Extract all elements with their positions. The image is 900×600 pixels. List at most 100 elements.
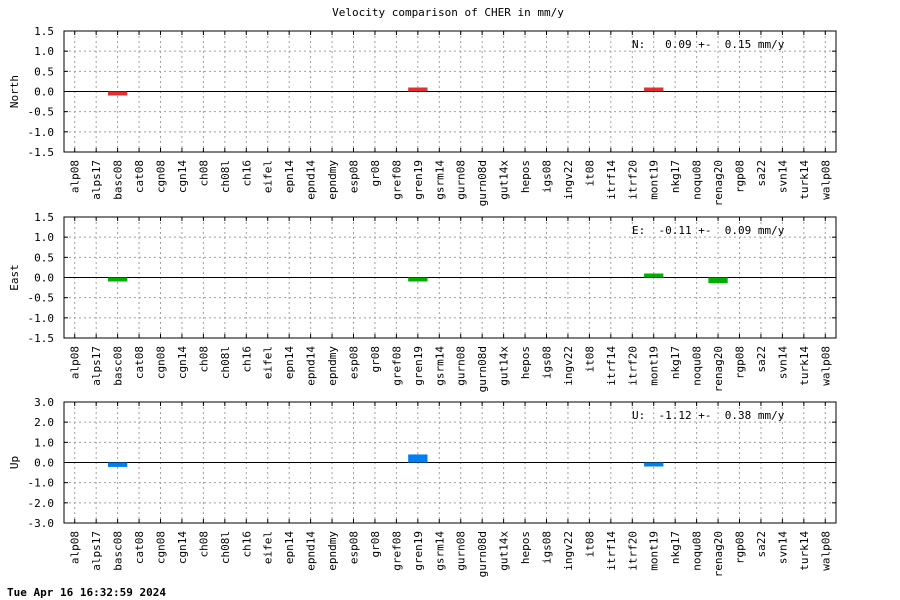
category-label: gren19 <box>412 160 425 200</box>
category-label: cgn14 <box>176 531 189 564</box>
category-label: hepos <box>519 160 532 193</box>
y-tick-label: 0.0 <box>34 86 54 99</box>
category-label: sa22 <box>755 531 768 558</box>
category-label: epndmy <box>326 160 339 200</box>
category-label: gren19 <box>412 531 425 571</box>
stat-label: E: -0.11 +- 0.09 mm/y <box>632 224 785 237</box>
category-label: nkg17 <box>669 160 682 193</box>
category-label: igs08 <box>541 160 554 193</box>
category-label: gsrm14 <box>433 531 446 571</box>
bar <box>107 91 128 96</box>
y-tick-label: 1.0 <box>34 45 54 58</box>
category-label: gurn08 <box>455 531 468 571</box>
category-label: svn14 <box>776 160 789 193</box>
stat-label: U: -1.12 +- 0.38 mm/y <box>632 409 785 422</box>
category-label: alps17 <box>90 346 103 386</box>
category-label: ingv22 <box>562 346 575 386</box>
category-label: gut14x <box>498 160 511 200</box>
bar <box>644 87 664 92</box>
bar <box>408 87 428 92</box>
category-label: epnd14 <box>305 160 318 200</box>
stat-label: N: 0.09 +- 0.15 mm/y <box>632 38 785 51</box>
category-label: walp08 <box>819 160 832 200</box>
y-tick-label: -0.5 <box>28 292 55 305</box>
category-label: hepos <box>519 346 532 379</box>
category-label: renag20 <box>712 531 725 577</box>
category-label: itrf14 <box>605 160 618 200</box>
category-label: turk14 <box>798 531 811 571</box>
bar <box>708 277 728 284</box>
category-label: ch08l <box>219 346 232 379</box>
category-label: itrf20 <box>626 531 639 571</box>
category-label: mont19 <box>648 531 661 571</box>
y-tick-label: -1.5 <box>28 146 55 159</box>
category-label: gurn08d <box>476 346 489 392</box>
y-tick-label: 1.0 <box>34 436 54 449</box>
category-label: cgn14 <box>176 160 189 193</box>
category-label: renag20 <box>712 160 725 206</box>
category-label: epn14 <box>283 160 296 193</box>
category-label: ch08l <box>219 160 232 193</box>
category-label: walp08 <box>819 346 832 386</box>
category-label: turk14 <box>798 160 811 200</box>
category-label: cgn08 <box>155 531 168 564</box>
category-label: gr08 <box>369 346 382 373</box>
category-label: gut14x <box>498 531 511 571</box>
bar <box>408 277 428 282</box>
category-label: turk14 <box>798 346 811 386</box>
category-label: itrf20 <box>626 346 639 386</box>
category-label: epnd14 <box>305 531 318 571</box>
plot-frame <box>63 216 837 339</box>
category-label: sa22 <box>755 160 768 187</box>
category-label: cat08 <box>133 346 146 379</box>
y-tick-label: -1.0 <box>28 477 55 490</box>
category-label: gut14x <box>498 346 511 386</box>
plot-frame <box>63 30 837 153</box>
category-label: sa22 <box>755 346 768 373</box>
bar <box>644 462 664 467</box>
plot-frame <box>63 401 837 524</box>
category-label: cat08 <box>133 160 146 193</box>
category-label: eifel <box>262 160 275 193</box>
category-label: rgp08 <box>734 346 747 379</box>
category-label: cgn14 <box>176 346 189 379</box>
category-label: svn14 <box>776 346 789 379</box>
y-tick-label: 1.0 <box>34 231 54 244</box>
y-axis-label: East <box>8 264 21 291</box>
category-label: epn14 <box>283 531 296 564</box>
category-label: it08 <box>583 531 596 558</box>
category-label: basc08 <box>112 531 125 571</box>
category-label: ch16 <box>240 160 253 187</box>
y-tick-label: 1.5 <box>34 25 54 38</box>
category-label: rgp08 <box>734 160 747 193</box>
y-tick-label: 0.0 <box>34 457 54 470</box>
category-label: igs08 <box>541 346 554 379</box>
category-label: epndmy <box>326 531 339 571</box>
chart-title: Velocity comparison of CHER in mm/y <box>332 6 564 19</box>
category-label: eifel <box>262 531 275 564</box>
category-label: ch08 <box>197 346 210 373</box>
timestamp: Tue Apr 16 16:32:59 2024 <box>7 586 166 599</box>
category-label: cgn08 <box>155 346 168 379</box>
category-label: gref08 <box>390 531 403 571</box>
y-tick-label: -3.0 <box>28 517 55 530</box>
category-label: gurn08 <box>455 346 468 386</box>
y-axis-label: Up <box>8 456 21 469</box>
y-tick-label: 2.0 <box>34 416 54 429</box>
category-label: nkg17 <box>669 531 682 564</box>
category-label: ingv22 <box>562 531 575 571</box>
category-label: hepos <box>519 531 532 564</box>
category-label: epnd14 <box>305 346 318 386</box>
category-label: itrf20 <box>626 160 639 200</box>
category-label: esp08 <box>348 531 361 564</box>
category-label: esp08 <box>348 346 361 379</box>
y-tick-label: -1.0 <box>28 126 55 139</box>
category-label: itrf14 <box>605 531 618 571</box>
category-label: cgn08 <box>155 160 168 193</box>
category-label: rgp08 <box>734 531 747 564</box>
category-label: igs08 <box>541 531 554 564</box>
y-tick-label: 1.5 <box>34 211 54 224</box>
bar <box>107 277 128 282</box>
y-tick-label: 0.5 <box>34 65 54 78</box>
